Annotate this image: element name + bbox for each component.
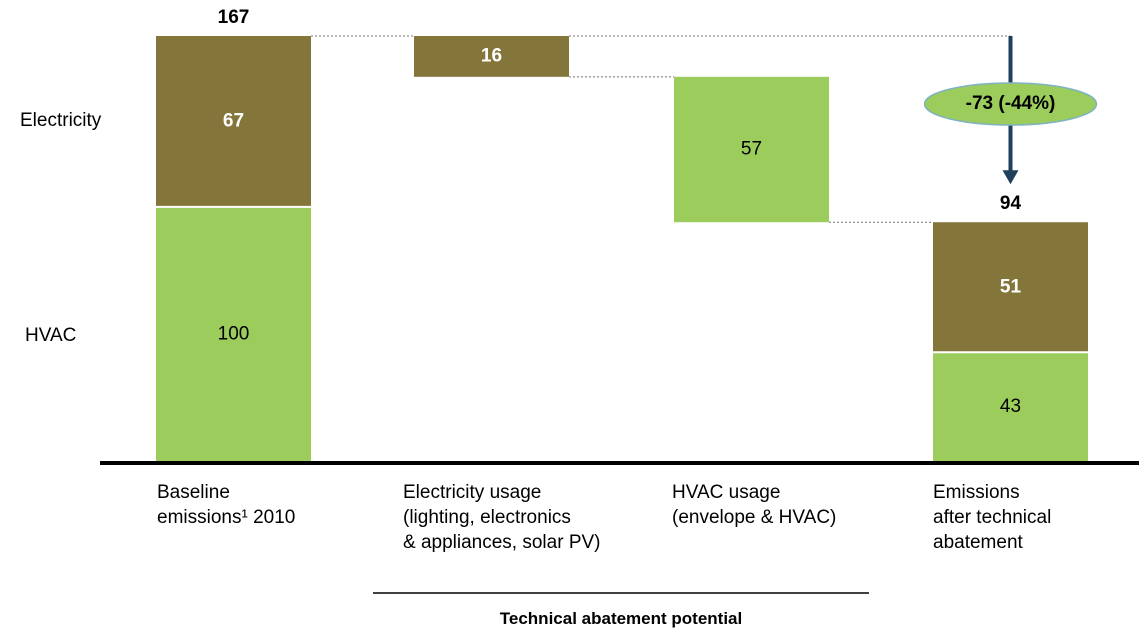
bar-value-label: 67 (223, 110, 244, 131)
change-arrow-head (1003, 170, 1019, 184)
delta-value-label: 16 (481, 45, 502, 66)
bar-total-label: 167 (218, 7, 250, 28)
bar-total-label: 94 (1000, 193, 1022, 214)
category-label-hvac-usage: HVAC usage (envelope & HVAC) (672, 480, 836, 530)
row-label-hvac: HVAC (25, 325, 76, 347)
bar-value-label: 51 (1000, 276, 1022, 297)
bar-value-label: 100 (218, 323, 250, 344)
row-label-electricity: Electricity (20, 110, 101, 132)
bar-value-label: 43 (1000, 396, 1021, 417)
category-label-baseline: Baseline emissions¹ 2010 (157, 480, 295, 530)
category-label-electricity-usage: Electricity usage (lighting, electronics… (403, 480, 601, 555)
category-label-after-abatement: Emissions after technical abatement (933, 480, 1051, 555)
change-annotation-text: -73 (-44%) (966, 93, 1056, 114)
group-label-text: Technical abatement potential (0, 609, 1139, 629)
delta-value-label: 57 (741, 139, 762, 160)
